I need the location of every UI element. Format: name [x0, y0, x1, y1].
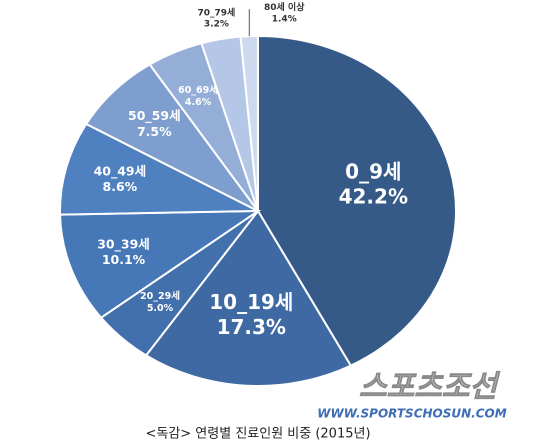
slice-label: 80세 이상 — [264, 1, 305, 13]
slice-value: 3.2% — [204, 20, 229, 30]
slice-value: 42.2% — [339, 185, 408, 209]
pie-slice — [59, 209, 262, 320]
watermark-url: WWW.SPORTSCHOSUN.COM — [317, 407, 506, 421]
slice-value: 4.6% — [185, 97, 212, 108]
watermark: 스포츠조선 — [359, 370, 500, 405]
pie-slice — [239, 34, 259, 212]
pie-slice — [144, 209, 353, 387]
slice-label: 0_9세 — [345, 160, 401, 184]
slice-value: 1.4% — [272, 14, 297, 24]
slice-label: 20_29세 — [140, 290, 180, 302]
slice-label: 50_59세 — [128, 108, 181, 124]
slice-label: 30_39세 — [97, 236, 150, 252]
pie-slice — [59, 122, 259, 216]
caption: <독감> 연령별 진료인원 비중 (2015년) — [145, 427, 370, 442]
slice-value: 10.1% — [102, 252, 146, 267]
slice-label: 60_69세 — [178, 84, 218, 96]
slice-label: 40_49세 — [94, 164, 147, 180]
slice-value: 5.0% — [147, 303, 174, 314]
pie-slice — [257, 34, 457, 367]
slice-value: 7.5% — [137, 124, 172, 139]
slice-value: 17.3% — [217, 315, 286, 339]
slice-label: 10_19세 — [209, 290, 293, 314]
slice-label: 70_79세 — [197, 6, 235, 18]
slice-value: 8.6% — [103, 179, 138, 194]
